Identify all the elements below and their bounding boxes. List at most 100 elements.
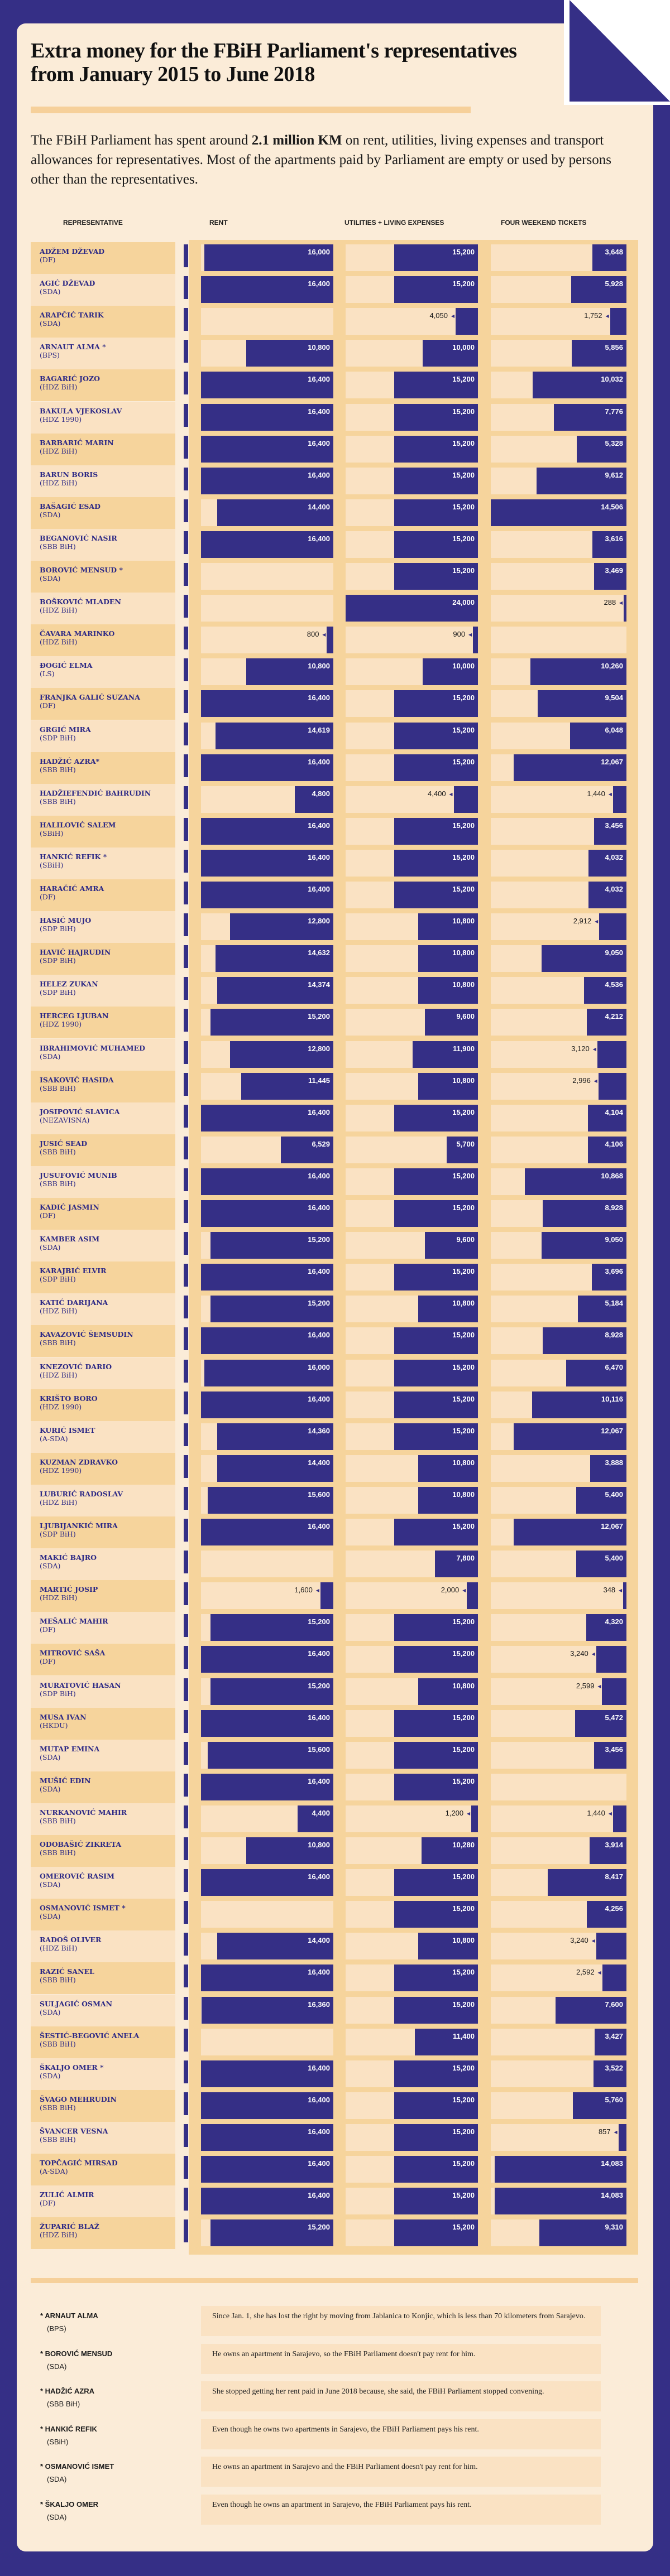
table-row: HARAČIĆ AMRA (DF) 16,400 15,200 4,032 xyxy=(0,879,670,911)
representative-name: ŠVANCER VESNA xyxy=(40,2126,108,2135)
tickets-bar xyxy=(543,1327,626,1355)
rent-value-label: 4,800 xyxy=(312,789,330,798)
tickets-cell: ◀ 3,120 xyxy=(491,1041,626,1068)
tickets-cell: ◀ 288 xyxy=(491,595,626,622)
representative-party: (HDZ BiH) xyxy=(40,446,78,455)
tickets-bar xyxy=(491,499,626,526)
rent-value-label: 16,400 xyxy=(308,1108,330,1116)
utilities-cell: 15,200 xyxy=(346,435,478,463)
row-marker xyxy=(184,1582,188,1606)
row-marker xyxy=(184,977,188,1000)
tickets-bar xyxy=(590,1837,626,1864)
tickets-cell: ◀ 2,599 xyxy=(491,1678,626,1705)
utilities-value-label: 15,200 xyxy=(452,1904,475,1913)
representative-name: KATIĆ DARIJANA xyxy=(40,1298,108,1307)
utilities-bar xyxy=(346,595,478,622)
representative-party: (HDZ BiH) xyxy=(40,606,78,615)
tickets-value-label: 12,067 xyxy=(601,1426,623,1435)
utilities-value-label: 10,280 xyxy=(452,1841,475,1849)
table-row: BEGANOVIĆ NASIR (SBB BiH) 16,400 15,200 3,61… xyxy=(0,528,670,561)
utilities-bar xyxy=(394,403,478,431)
utilities-cell: 10,800 xyxy=(346,1072,478,1100)
utilities-value-label: 15,200 xyxy=(452,2127,475,2136)
rent-bar xyxy=(204,244,333,271)
representative-party: (SDA) xyxy=(40,319,61,328)
representative-cell: MITROVIĆ SAŠA (DF) xyxy=(31,1644,175,1676)
representative-name: MUSA IVAN xyxy=(40,1712,87,1721)
representative-cell: HAVIĆ HAJRUDIN (SDP BiH) xyxy=(31,943,175,975)
utilities-bar xyxy=(394,1359,478,1386)
tickets-cell xyxy=(491,627,626,654)
utilities-value-label: 15,200 xyxy=(452,407,475,416)
tickets-bar xyxy=(532,372,626,399)
tickets-cell: 5,400 xyxy=(491,1551,626,1578)
representative-cell: HADŽIĆ AZRA* (SBB BiH) xyxy=(31,752,175,784)
representative-cell: JOSIPOVIĆ SLAVICA (NEZAVISNA) xyxy=(31,1102,175,1134)
rent-value-label: 16,400 xyxy=(308,1203,330,1212)
row-marker xyxy=(184,849,188,873)
rent-value-label: 12,800 xyxy=(308,1044,330,1053)
row-marker xyxy=(184,1423,188,1446)
pointer-icon: ◀ xyxy=(614,2129,618,2135)
table-row: ĐOGIĆ ELMA (LS) 10,800 10,000 10,260 xyxy=(0,656,670,688)
utilities-value-label: 15,200 xyxy=(452,1745,475,1754)
rent-cell: 16,400 xyxy=(201,882,333,908)
rent-value-label: 16,400 xyxy=(308,821,330,830)
tickets-bar xyxy=(543,1200,626,1227)
utilities-value-label: 15,200 xyxy=(452,1522,475,1530)
tickets-value-label: 9,050 xyxy=(605,1235,623,1244)
table-row: MARTIĆ JOSIP (HDZ BiH) ◀ 1,600 ◀ 2,000 ◀ 348 xyxy=(0,1580,670,1612)
tickets-cell: 3,469 xyxy=(491,563,626,590)
tickets-value-label: 14,083 xyxy=(601,2159,623,2168)
tickets-cell: 10,260 xyxy=(491,658,626,686)
rent-cell: 16,400 xyxy=(201,1200,333,1227)
rent-value-label: 16,400 xyxy=(308,280,330,288)
rent-bar xyxy=(201,1327,333,1355)
rent-value-label: 16,400 xyxy=(308,2159,330,2168)
tickets-cell: 3,456 xyxy=(491,1741,626,1769)
rent-bar xyxy=(201,1996,333,2024)
utilities-value-label: 15,200 xyxy=(452,1362,475,1371)
utilities-bar xyxy=(412,1041,478,1068)
representative-party: (SBB BiH) xyxy=(40,1147,76,1156)
utilities-value-label: 15,200 xyxy=(452,439,475,447)
rent-value-label: 12,800 xyxy=(308,917,330,926)
row-marker xyxy=(184,340,188,363)
utilities-bar xyxy=(423,658,478,686)
representative-cell: KADIĆ JASMIN (DF) xyxy=(31,1198,175,1230)
rent-cell: 15,600 xyxy=(201,1741,333,1769)
utilities-bar xyxy=(394,690,478,718)
representative-party: (SBB BiH) xyxy=(40,2039,76,2048)
rent-cell: 16,400 xyxy=(201,690,333,718)
representative-name: KARAJBIĆ ELVIR xyxy=(40,1267,107,1275)
utilities-bar xyxy=(394,1200,478,1227)
row-marker xyxy=(184,1805,188,1828)
rent-value-label: 16,400 xyxy=(308,1171,330,1180)
utilities-bar xyxy=(394,1710,478,1737)
tickets-value-label: 8,928 xyxy=(605,1331,623,1340)
rent-bar xyxy=(230,1041,333,1068)
utilities-cell: 15,200 xyxy=(346,1264,478,1291)
tickets-cell: 14,083 xyxy=(491,2156,626,2183)
tickets-bar xyxy=(592,244,626,271)
table-row: ARNAUT ALMA * (BPS) 10,800 10,000 5,856 xyxy=(0,338,670,370)
rent-cell: 14,360 xyxy=(201,1423,333,1450)
rent-bar xyxy=(201,754,333,781)
representative-cell: OSMANOVIĆ ISMET * (SDA) xyxy=(31,1899,175,1931)
rent-cell: 16,400 xyxy=(201,1104,333,1131)
rent-value-label: 14,374 xyxy=(308,980,330,989)
utilities-value-label: 15,200 xyxy=(452,502,475,511)
utilities-value-label: 7,800 xyxy=(456,1554,475,1563)
row-marker xyxy=(184,2219,188,2243)
tickets-cell: 5,928 xyxy=(491,276,626,304)
tickets-value-label: 1,752 xyxy=(584,311,602,320)
tickets-cell: 3,696 xyxy=(491,1264,626,1291)
representative-party: (SDA) xyxy=(40,2007,61,2016)
representative-party: (HDZ BiH) xyxy=(40,1944,78,1953)
utilities-value-label: 15,200 xyxy=(452,1331,475,1340)
tickets-cell: 8,417 xyxy=(491,1869,626,1896)
utilities-value-label: 15,200 xyxy=(452,1713,475,1722)
tickets-cell: ◀ 3,240 xyxy=(491,1646,626,1673)
representative-party: (HDZ BiH) xyxy=(40,1593,78,1602)
row-marker xyxy=(184,913,188,937)
